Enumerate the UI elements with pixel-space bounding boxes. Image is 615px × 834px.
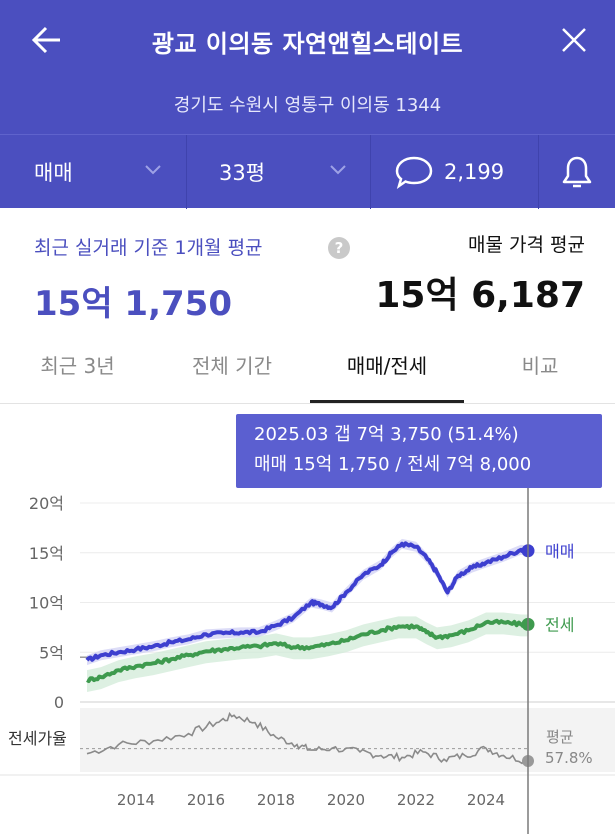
ratio-axis-label: 전세가율 [8,729,67,748]
y-axis-tick-label: 15억 [29,544,64,563]
x-axis-tick-label: 2018 [257,791,295,809]
y-axis-tick-label: 10억 [29,594,64,613]
filter-bar: 매매 33평 2,199 [0,134,615,209]
average-value: 57.8% [545,749,593,767]
filter-divider [538,135,539,209]
tooltip-price-line: 매매 15억 1,750 / 전세 7억 8,000 [254,454,532,475]
notification-button[interactable] [560,135,596,209]
sale-price-range-band [87,538,528,666]
x-axis-tick-label: 2020 [327,791,365,809]
tab-all-period[interactable]: 전체 기간 [192,354,272,378]
active-tab-indicator [310,400,464,403]
x-axis-tick-label: 2014 [117,791,155,809]
x-axis-tick-label: 2016 [187,791,225,809]
y-axis-tick-label: 0 [54,693,64,712]
close-button[interactable] [556,22,592,58]
tooltip-gap-line: 2025.03 갭 7억 3,750 (51.4%) [254,424,519,445]
app-header: 광교 이의동 자연앤힐스테이트 경기도 수원시 영통구 이의동 1344 매매 … [0,0,615,209]
jeonse-price-line [86,618,530,683]
jeonse-ratio-line [86,711,529,765]
jeonse-price-range-band [87,612,528,693]
tab-recent-3-years[interactable]: 최근 3년 [40,354,115,378]
filter-divider [370,135,371,209]
sale-price-line [85,541,530,662]
period-tabs: 최근 3년 전체 기간 매매/전세 비교 [0,340,615,404]
tab-compare[interactable]: 비교 [521,354,559,378]
page-title: 광교 이의동 자연앤힐스테이트 [151,30,464,58]
tab-sale-jeonse[interactable]: 매매/전세 [346,354,428,378]
y-axis-tick-label: 20억 [29,494,64,513]
bell-icon [562,156,592,188]
chevron-down-icon [145,165,161,175]
listing-average-label: 매물 가격 평균 [468,234,585,256]
sale-series-label: 매매 [545,542,574,561]
listing-average-value: 15억 6,187 [375,275,585,316]
recent-average-label: 최근 실거래 기준 1개월 평균 [34,237,263,259]
average-label: 평균 [546,728,574,746]
jeonse-series-label: 전세 [545,615,574,634]
filter-divider [186,135,187,209]
back-button[interactable] [26,22,66,58]
chart-tooltip: 2025.03 갭 7억 3,750 (51.4%) 매매 15억 1,750 … [236,414,602,488]
top-bar: 광교 이의동 자연앤힐스테이트 [0,0,615,82]
close-icon [562,28,586,52]
x-axis-tick-label: 2024 [467,791,505,809]
chat-bubble-icon [395,156,433,189]
x-axis-tick-label: 2022 [397,791,435,809]
size-select[interactable]: 33평 [219,135,369,209]
back-arrow-icon [31,26,60,54]
recent-average-value: 15억 1,750 [34,284,232,324]
comment-count: 2,199 [444,160,505,184]
deal-type-label: 매매 [34,161,73,185]
y-axis-tick-label: 5억 [39,643,64,662]
address-text: 경기도 수원시 영통구 이의동 1344 [173,95,442,116]
deal-type-select[interactable]: 매매 [34,135,184,209]
chevron-down-icon [330,165,346,175]
comments-button[interactable]: 2,199 [394,135,534,209]
size-label: 33평 [219,161,266,185]
help-icon[interactable]: ? [328,237,350,259]
